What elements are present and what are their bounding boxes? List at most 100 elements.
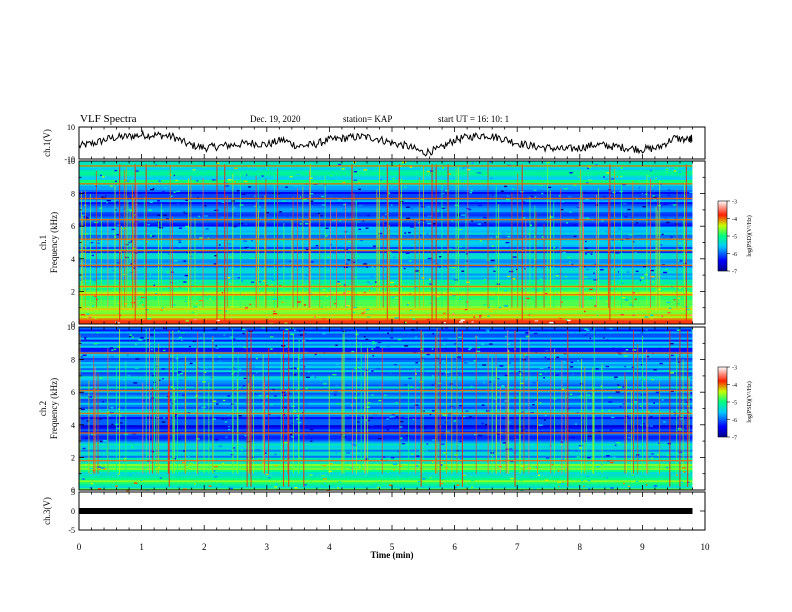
spectrogram-speckle: [204, 215, 208, 217]
y-tick-label: 2: [71, 453, 75, 462]
spectrogram-tone-line: [79, 412, 693, 415]
spectrogram-speckle: [459, 457, 462, 460]
spectrogram-row: [79, 396, 693, 399]
spectrogram-speckle: [394, 317, 399, 319]
spectrogram-speckle: [672, 204, 677, 206]
spectrogram-speckle: [589, 337, 592, 339]
spectrogram-speckle: [587, 394, 590, 396]
spectrogram-speckle: [594, 305, 597, 307]
spectrogram-speckle: [611, 174, 614, 176]
spectrogram-speckle: [237, 415, 242, 417]
spectrogram-speckle: [236, 166, 241, 168]
spectrogram-speckle: [674, 167, 679, 169]
spectrogram-speckle: [562, 380, 566, 383]
spectrogram-speckle: [272, 312, 278, 315]
spectrogram-speckle: [388, 192, 391, 194]
spectrogram-speckle: [549, 321, 554, 324]
spectrogram-speckle: [218, 244, 221, 246]
spectrogram-speckle: [626, 271, 630, 273]
spectrogram-speckle: [123, 379, 125, 381]
spectrogram-speckle: [241, 193, 246, 195]
spectrogram-speckle: [239, 256, 243, 259]
spectrogram-speckle: [431, 348, 434, 350]
spectrogram-speckle: [587, 435, 592, 437]
spectrogram-streak: [319, 214, 321, 308]
spectrogram-speckle: [204, 205, 207, 207]
spectrogram-speckle: [264, 452, 267, 454]
spectrogram-speckle: [422, 370, 426, 373]
spectrogram-speckle: [337, 280, 340, 283]
spectrogram-speckle: [273, 310, 276, 313]
spectrogram-speckle: [243, 346, 248, 349]
x-tick-label: 7: [515, 542, 520, 552]
spectrogram-speckle: [665, 170, 669, 173]
spectrogram-row: [79, 426, 693, 430]
spectrogram-speckle: [441, 373, 444, 375]
spectrogram-speckle: [679, 287, 681, 289]
spectrogram-speckle: [678, 361, 681, 363]
spectrogram-speckle: [247, 368, 250, 371]
spectrogram-speckle: [476, 350, 481, 353]
spectrogram-speckle: [243, 377, 247, 380]
spectrogram-speckle: [677, 297, 681, 299]
spectrogram-sferic: [447, 164, 449, 321]
spectrogram-tone-line: [79, 249, 693, 252]
spectrogram-speckle: [568, 430, 571, 432]
spectrogram-speckle: [160, 309, 163, 311]
spectrogram-speckle: [135, 358, 140, 360]
spectrogram-speckle: [84, 233, 88, 235]
spectrogram-speckle: [534, 189, 537, 191]
spectrogram-speckle: [166, 272, 170, 274]
spectrogram-speckle: [520, 465, 525, 467]
spectrogram-speckle: [601, 231, 604, 233]
spectrogram-speckle: [602, 259, 606, 261]
spectrogram-streak: [436, 328, 438, 474]
spectrogram-ylabel-frequency: Frequency (kHz): [49, 212, 59, 273]
spectrogram-speckle: [628, 304, 633, 306]
spectrogram-speckle: [232, 447, 236, 449]
spectrogram-speckle: [246, 247, 250, 250]
spectrogram-speckle: [442, 414, 446, 416]
spectrogram-speckle: [441, 206, 445, 209]
spectrogram-speckle: [427, 470, 430, 472]
spectrogram-row: [79, 313, 693, 317]
spectrogram-speckle: [388, 484, 393, 486]
spectrogram-speckle: [92, 305, 94, 307]
spectrogram-speckle: [279, 211, 282, 213]
spectrogram-speckle: [545, 457, 550, 459]
spectrogram-row: [79, 371, 693, 375]
spectrogram-row: [79, 248, 693, 252]
station-label: station= KAP: [343, 114, 392, 124]
spectrogram-speckle: [218, 445, 223, 447]
spectrogram-speckle: [223, 182, 228, 184]
spectrogram-row: [79, 211, 693, 215]
spectrogram-speckle: [218, 309, 222, 312]
spectrogram-streak: [646, 349, 648, 474]
spectrogram-sferic: [398, 164, 400, 321]
spectrogram-speckle: [455, 486, 457, 489]
spectrogram-speckle: [462, 167, 465, 169]
colorbar-tick-label: -7: [732, 436, 737, 442]
spectrogram-speckle: [261, 327, 265, 329]
spectrogram-speckle: [378, 399, 382, 402]
spectrogram-speckle: [364, 474, 368, 477]
spectrogram-speckle: [538, 424, 543, 426]
spectrogram-speckle: [282, 406, 287, 409]
spectrogram-speckle: [459, 440, 462, 443]
spectrogram-speckle: [194, 385, 197, 388]
spectrogram-speckle: [606, 339, 609, 341]
spectrogram-speckle: [537, 267, 540, 270]
spectrogram-streak: [554, 348, 555, 474]
spectrogram-speckle: [243, 240, 247, 242]
spectrogram-tone-line: [79, 218, 693, 221]
spectrogram-speckle: [521, 411, 525, 413]
spectrogram-streak: [188, 178, 189, 308]
spectrogram-speckle: [523, 353, 527, 356]
spectrogram-speckle: [358, 204, 363, 207]
spectrogram-speckle: [610, 461, 614, 464]
spectrogram-speckle: [471, 162, 474, 164]
spectrogram-speckle: [512, 188, 515, 190]
spectrogram-speckle: [249, 303, 252, 306]
spectrogram-streak: [655, 206, 657, 308]
spectrogram-speckle: [227, 414, 230, 416]
